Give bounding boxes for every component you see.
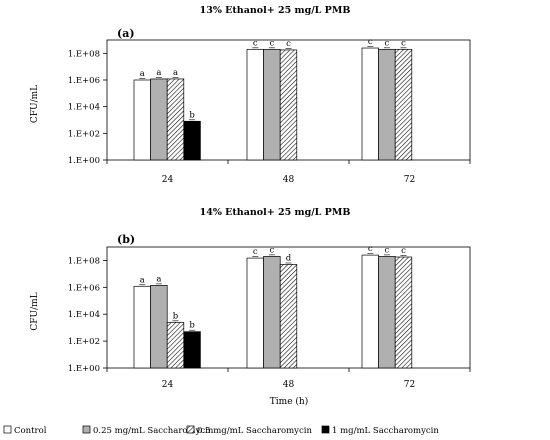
bar (166, 78, 185, 161)
significance-letter: c (385, 38, 390, 48)
bar (246, 48, 264, 161)
chart-title: 13% Ethanol+ 25 mg/L PMB (200, 5, 351, 16)
bar (183, 120, 201, 161)
significance-letter: c (286, 39, 291, 49)
significance-letter: b (189, 321, 195, 331)
significance-letter: a (140, 69, 145, 79)
y-axis-label: CFU/mL (30, 292, 40, 330)
y-tick-label: 1.E+04 (68, 310, 100, 320)
significance-letter: c (270, 38, 275, 48)
significance-letter: c (368, 244, 373, 254)
bar (394, 48, 413, 161)
bar (361, 254, 379, 369)
y-tick-label: 1.E+08 (68, 256, 100, 266)
panel-label: (b) (117, 233, 135, 246)
legend-swatch (82, 425, 91, 434)
panel-label: (a) (117, 27, 135, 40)
legend-label: 0.25 mg/mL Saccharomycin (93, 426, 214, 436)
bar (246, 257, 264, 369)
legend-swatch (186, 425, 195, 434)
x-tick-label: 24 (162, 175, 174, 185)
y-tick-label: 1.E+02 (68, 337, 100, 347)
y-tick-label: 1.E+00 (68, 364, 100, 374)
significance-letter: a (156, 274, 161, 284)
legend-item: 0.25 mg/mL Saccharomycin (82, 425, 214, 436)
significance-letter: d (286, 253, 292, 263)
chart-title: 14% Ethanol+ 25 mg/L PMB (200, 207, 351, 218)
y-tick-label: 1.E+08 (68, 49, 100, 59)
bar (361, 47, 379, 161)
significance-letter: c (401, 38, 406, 48)
chart-panel-a: 13% Ethanol+ 25 mg/L PMB (a) 1.E+00 1.E+02 1… (30, 5, 471, 185)
y-tick-label: 1.E+06 (68, 76, 100, 86)
y-axis-label: CFU/mL (30, 85, 40, 123)
x-tick-label: 48 (283, 175, 295, 185)
legend-label: 0.5 mg/mL Saccharomycin (197, 426, 312, 436)
bar (263, 48, 281, 161)
significance-letter: a (173, 68, 178, 78)
significance-letter: c (270, 245, 275, 255)
significance-letter: c (368, 37, 373, 47)
bar (263, 256, 281, 369)
x-tick-label: 48 (283, 380, 295, 390)
legend-swatch (321, 425, 330, 434)
bar (166, 321, 185, 369)
bar (279, 264, 298, 369)
legend-swatch (3, 425, 12, 434)
significance-letter: b (173, 311, 179, 321)
bar (279, 49, 298, 161)
significance-letter: c (401, 246, 406, 256)
legend-label: 1 mg/mL Saccharomycin (332, 426, 439, 436)
significance-letter: c (385, 245, 390, 255)
bar (183, 331, 201, 369)
significance-letter: c (253, 38, 258, 48)
bar (150, 285, 168, 369)
significance-letter: a (156, 68, 161, 78)
bar (394, 256, 413, 369)
x-tick-label: 72 (404, 175, 415, 185)
x-tick-label: 24 (162, 380, 174, 390)
chart-panel-b: 14% Ethanol+ 25 mg/L PMB (b) 1.E+00 1.E+02 1… (30, 207, 471, 407)
bar (133, 79, 151, 161)
bar (378, 48, 396, 161)
y-tick-label: 1.E+06 (68, 283, 100, 293)
significance-letter: a (140, 275, 145, 285)
legend-label: Control (14, 426, 47, 436)
legend-item: 1 mg/mL Saccharomycin (321, 425, 439, 436)
bar (150, 78, 168, 161)
x-tick-label: 72 (404, 380, 415, 390)
legend-item: Control (3, 425, 47, 436)
y-tick-label: 1.E+00 (68, 156, 100, 166)
significance-letter: b (189, 110, 195, 120)
y-tick-label: 1.E+02 (68, 129, 100, 139)
x-axis-label: Time (h) (270, 396, 308, 407)
bar (378, 256, 396, 369)
y-tick-label: 1.E+04 (68, 103, 100, 113)
significance-letter: c (253, 247, 258, 257)
bar (133, 285, 151, 369)
legend-item: 0.5 mg/mL Saccharomycin (186, 425, 312, 436)
